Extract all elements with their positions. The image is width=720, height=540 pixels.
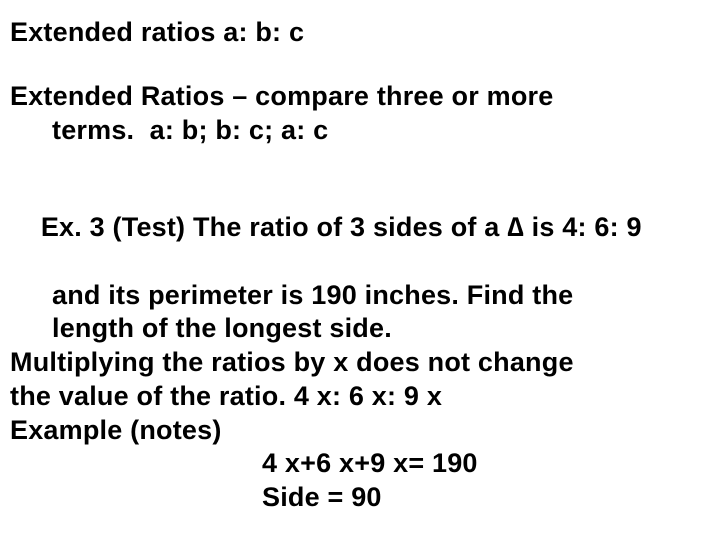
explanation-line-1: Multiplying the ratios by x does not cha… xyxy=(10,346,710,380)
explanation-line-3: Example (notes) xyxy=(10,414,710,448)
equation-sum: 4 x+6 x+9 x= 190 xyxy=(10,447,710,481)
example-line-1-pre: Ex. 3 (Test) The ratio of 3 sides of a xyxy=(41,212,507,242)
spacer xyxy=(10,147,710,177)
example-line-1: Ex. 3 (Test) The ratio of 3 sides of a ∆… xyxy=(10,177,710,278)
example-line-1-post: is 4: 6: 9 xyxy=(524,212,642,242)
explanation-line-2: the value of the ratio. 4 x: 6 x: 9 x xyxy=(10,380,710,414)
spacer xyxy=(10,50,710,80)
example-line-2: and its perimeter is 190 inches. Find th… xyxy=(10,279,710,313)
definition-line-2: terms. a: b; b: c; a: c xyxy=(10,114,710,148)
title: Extended ratios a: b: c xyxy=(10,16,710,50)
example-line-3: length of the longest side. xyxy=(10,312,710,346)
triangle-symbol-icon: ∆ xyxy=(507,211,524,245)
definition-line-1: Extended Ratios – compare three or more xyxy=(10,80,710,114)
equation-side: Side = 90 xyxy=(10,481,710,515)
slide: Extended ratios a: b: c Extended Ratios … xyxy=(0,0,720,540)
